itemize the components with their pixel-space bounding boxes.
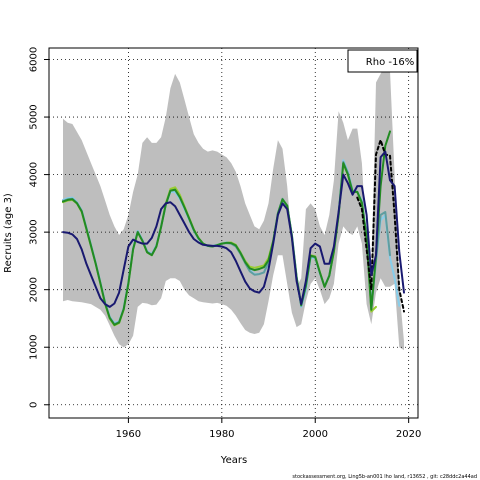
y-tick-label: 2000	[29, 277, 40, 302]
confidence-band	[63, 65, 404, 351]
x-axis-title: Years	[220, 455, 247, 466]
series-line-peel1	[356, 139, 405, 313]
plot-frame	[48, 47, 419, 419]
y-tick-label: 4000	[29, 162, 40, 187]
x-tick-label: 1980	[209, 429, 234, 440]
legend-label: Rho -16%	[366, 57, 414, 68]
y-tick-label: 3000	[29, 219, 40, 244]
band-layer	[63, 65, 404, 351]
legend-box	[347, 49, 418, 73]
series-layer	[62, 130, 405, 327]
x-tick-label: 1960	[116, 429, 141, 440]
grid-layer	[49, 48, 418, 418]
y-tick-label: 6000	[29, 47, 40, 72]
y-tick-label: 5000	[29, 104, 40, 129]
y-tick-label: 0	[29, 402, 40, 408]
y-axis-title: Recruits (age 3)	[3, 193, 14, 273]
x-axis: 1960 1980 2000 2020	[116, 418, 421, 440]
legend: Rho -16%	[347, 49, 418, 73]
y-tick-label: 1000	[29, 334, 40, 359]
footer-text: stockassessment.org, Ling5b-an001 lho la…	[292, 474, 477, 480]
x-tick-label: 2000	[303, 429, 328, 440]
x-tick-label: 2020	[396, 429, 421, 440]
y-axis: 0 1000 2000 3000 4000 5000 6000	[29, 47, 49, 408]
series-line-base	[62, 150, 405, 308]
